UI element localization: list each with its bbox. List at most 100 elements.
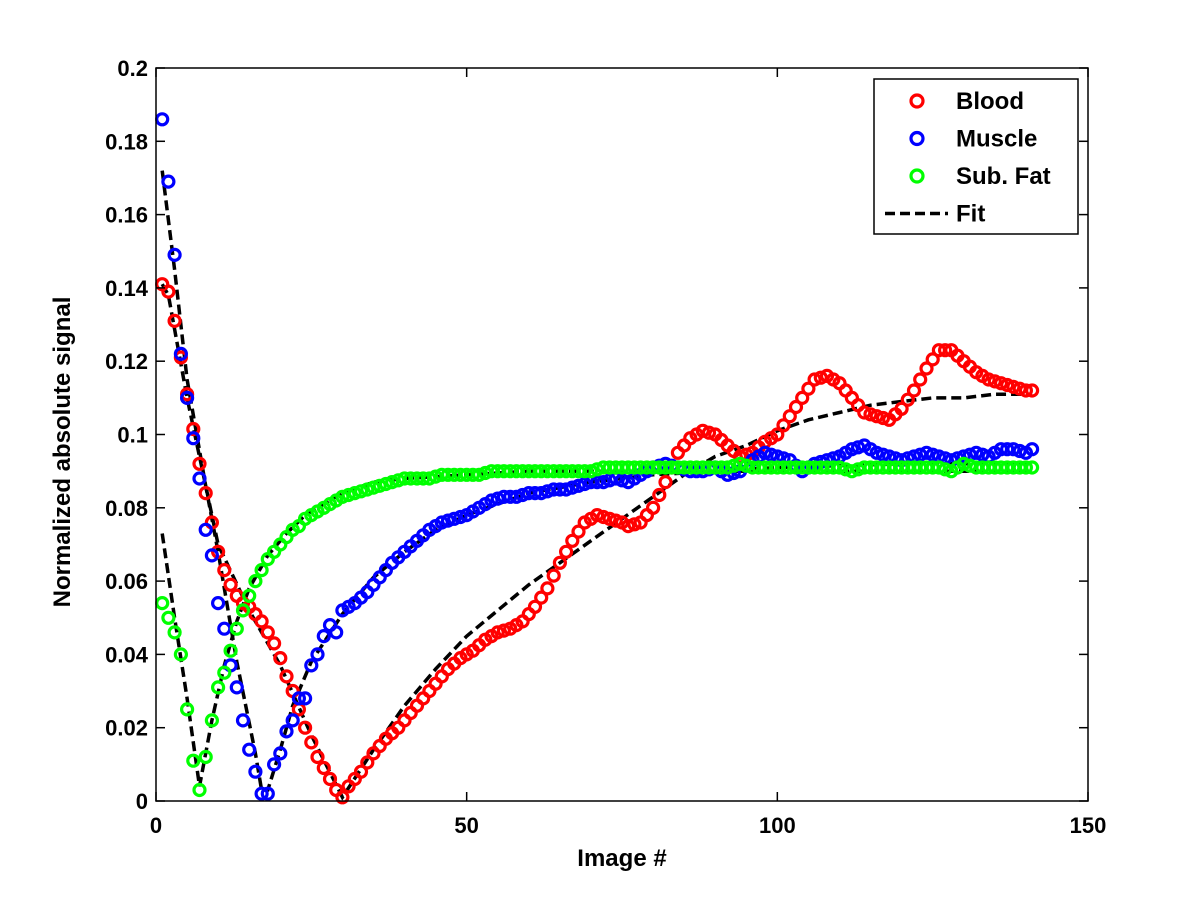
data-point-sub-fat bbox=[173, 647, 188, 662]
x-tick-label: 50 bbox=[454, 813, 478, 838]
data-point-blood bbox=[795, 390, 810, 405]
data-point-blood bbox=[167, 313, 182, 328]
legend-marker bbox=[909, 168, 925, 184]
data-point-sub-fat bbox=[372, 478, 387, 493]
data-point-sub-fat bbox=[844, 464, 860, 479]
data-point-blood bbox=[776, 418, 791, 433]
y-tick-label: 0.04 bbox=[105, 642, 149, 667]
data-point-muscle bbox=[180, 390, 195, 405]
data-point-sub-fat bbox=[167, 625, 182, 640]
data-point-sub-fat bbox=[850, 462, 866, 477]
data-point-muscle bbox=[316, 628, 331, 644]
data-point-blood bbox=[596, 509, 611, 525]
data-point-muscle bbox=[192, 471, 207, 486]
data-point-blood bbox=[589, 507, 605, 523]
data-point-muscle bbox=[925, 447, 940, 462]
data-point-sub-fat bbox=[254, 562, 269, 578]
data-point-blood bbox=[857, 405, 872, 420]
data-point-muscle bbox=[1000, 442, 1015, 457]
y-tick-label: 0.06 bbox=[105, 569, 148, 594]
data-point-sub-fat bbox=[229, 621, 244, 636]
data-point-blood bbox=[608, 513, 623, 528]
data-point-sub-fat bbox=[378, 476, 393, 492]
data-point-sub-fat bbox=[472, 467, 487, 482]
data-point-sub-fat bbox=[577, 464, 592, 479]
data-point-sub-fat bbox=[186, 753, 201, 768]
data-point-sub-fat bbox=[180, 702, 195, 717]
data-point-blood bbox=[217, 562, 232, 578]
data-point-sub-fat bbox=[931, 460, 947, 475]
data-point-muscle bbox=[242, 742, 257, 757]
data-point-sub-fat bbox=[478, 465, 493, 481]
y-tick-label: 0.02 bbox=[105, 716, 148, 741]
data-point-muscle bbox=[235, 713, 251, 728]
data-point-muscle bbox=[273, 746, 288, 761]
x-tick-label: 100 bbox=[759, 813, 796, 838]
data-point-sub-fat bbox=[161, 610, 176, 625]
data-point-muscle bbox=[279, 724, 294, 739]
data-point-muscle bbox=[540, 484, 555, 499]
data-point-blood bbox=[987, 374, 1002, 389]
data-point-blood bbox=[782, 409, 797, 424]
data-point-blood bbox=[161, 284, 176, 299]
y-axis-label: Normalized absolute signal bbox=[49, 297, 76, 608]
data-point-blood bbox=[565, 533, 580, 548]
data-point-blood bbox=[801, 381, 816, 396]
data-point-sub-fat bbox=[956, 456, 971, 471]
y-tick-label: 0.08 bbox=[105, 496, 148, 521]
data-point-muscle bbox=[285, 713, 300, 728]
data-point-blood bbox=[981, 372, 996, 387]
data-point-blood bbox=[627, 517, 642, 532]
data-point-muscle bbox=[161, 174, 176, 189]
data-point-blood bbox=[304, 735, 319, 750]
x-tick-label: 0 bbox=[150, 813, 162, 838]
data-point-muscle bbox=[490, 491, 505, 506]
y-tick-label: 0.12 bbox=[105, 349, 148, 374]
data-point-blood bbox=[279, 669, 294, 684]
legend-label: Muscle bbox=[956, 126, 1037, 153]
marker-layer bbox=[155, 112, 1040, 805]
data-point-blood bbox=[1012, 381, 1027, 396]
data-point-blood bbox=[1006, 379, 1021, 394]
data-point-blood bbox=[869, 409, 884, 424]
data-point-sub-fat bbox=[204, 713, 219, 728]
data-point-blood bbox=[813, 370, 828, 385]
data-point-blood bbox=[254, 614, 269, 629]
data-point-blood bbox=[621, 518, 636, 534]
data-point-sub-fat bbox=[428, 469, 443, 484]
data-point-sub-fat bbox=[925, 460, 940, 475]
series-blood bbox=[155, 277, 1040, 805]
data-point-blood bbox=[937, 343, 953, 358]
data-point-sub-fat bbox=[937, 462, 953, 477]
data-point-muscle bbox=[844, 442, 860, 457]
data-point-blood bbox=[894, 401, 909, 416]
data-point-muscle bbox=[198, 522, 213, 537]
data-point-blood bbox=[863, 407, 878, 422]
data-point-muscle bbox=[484, 493, 499, 508]
data-point-muscle bbox=[956, 449, 971, 464]
data-point-blood bbox=[540, 581, 555, 596]
data-point-muscle bbox=[552, 482, 568, 497]
data-point-sub-fat bbox=[360, 482, 375, 497]
data-point-blood bbox=[993, 376, 1009, 391]
data-point-muscle bbox=[298, 691, 313, 706]
data-point-sub-fat bbox=[211, 680, 226, 695]
data-point-muscle bbox=[869, 445, 884, 460]
data-point-muscle bbox=[509, 489, 524, 504]
data-point-blood bbox=[260, 625, 275, 640]
data-point-sub-fat bbox=[223, 643, 238, 658]
data-point-sub-fat bbox=[465, 467, 480, 482]
data-point-blood bbox=[558, 544, 574, 559]
legend-entry-muscle: Muscle bbox=[909, 126, 1037, 153]
data-point-blood bbox=[602, 511, 617, 526]
data-point-muscle bbox=[919, 445, 934, 460]
data-point-blood bbox=[360, 755, 375, 770]
data-point-muscle bbox=[260, 786, 275, 801]
fit-line-fit-muscle bbox=[160, 170, 1033, 792]
data-point-muscle bbox=[291, 691, 306, 706]
data-point-muscle bbox=[534, 486, 549, 501]
y-tick-label: 0.18 bbox=[105, 129, 148, 154]
data-point-muscle bbox=[310, 647, 325, 662]
data-point-muscle bbox=[875, 447, 891, 462]
